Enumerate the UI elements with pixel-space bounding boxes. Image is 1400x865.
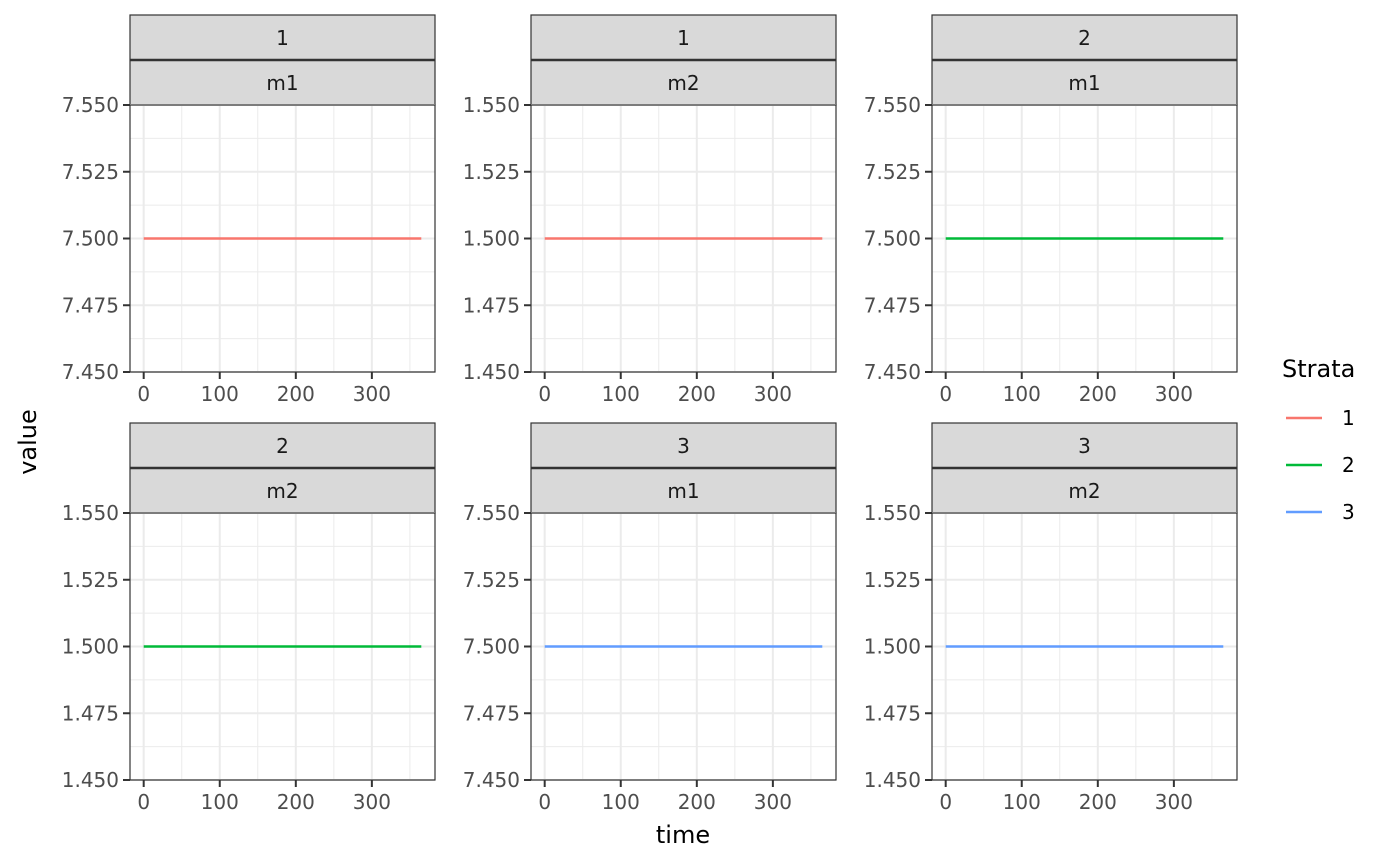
y-tick-label: 7.525	[864, 160, 921, 184]
y-tick-label: 1.450	[864, 768, 921, 792]
x-tick-label: 300	[754, 790, 792, 814]
y-tick-label: 1.450	[463, 360, 520, 384]
panel-border	[129, 512, 436, 781]
strip-label-measure: m1	[1068, 71, 1100, 95]
y-tick-label: 1.550	[62, 501, 119, 525]
x-tick-label: 0	[538, 382, 551, 406]
y-tick-label: 1.525	[864, 568, 921, 592]
x-tick-label: 0	[538, 790, 551, 814]
x-tick-label: 200	[678, 382, 716, 406]
strip-label-measure: m2	[266, 479, 298, 503]
x-tick-label: 100	[1003, 382, 1041, 406]
facet-panel: 1 m2 1.450 1.475 1.500 1.525 1.550 0 100 200 300	[463, 14, 837, 406]
y-tick-label: 7.525	[62, 160, 119, 184]
x-tick-label: 200	[277, 382, 315, 406]
strip-label-strata: 3	[1078, 434, 1091, 458]
strip-label-measure: m2	[667, 71, 699, 95]
x-tick-label: 300	[353, 382, 391, 406]
y-tick-label: 7.475	[463, 701, 520, 725]
x-tick-label: 100	[1003, 790, 1041, 814]
x-tick-label: 100	[602, 790, 640, 814]
y-tick-label: 1.475	[62, 701, 119, 725]
y-tick-label: 1.500	[62, 635, 119, 659]
legend: Strata 1 2 3	[1282, 355, 1355, 524]
x-tick-label: 200	[277, 790, 315, 814]
y-tick-label: 1.500	[463, 227, 520, 251]
x-tick-label: 0	[939, 790, 952, 814]
y-tick-label: 1.475	[463, 293, 520, 317]
facet-panel: 1 m1 7.450 7.475 7.500 7.525 7.550 0 100 200 300	[62, 14, 436, 406]
x-tick-label: 300	[1155, 382, 1193, 406]
panel-border	[129, 104, 436, 373]
x-tick-label: 0	[137, 382, 150, 406]
x-tick-label: 100	[602, 382, 640, 406]
x-tick-label: 300	[353, 790, 391, 814]
y-tick-label: 7.450	[463, 768, 520, 792]
facet-panel: 2 m2 1.450 1.475 1.500 1.525 1.550 0 100 200 300	[62, 422, 436, 814]
strip-label-strata: 1	[677, 26, 690, 50]
x-tick-label: 300	[1155, 790, 1193, 814]
x-tick-label: 300	[754, 382, 792, 406]
panel-border	[931, 104, 1238, 373]
strip-label-strata: 3	[677, 434, 690, 458]
x-tick-label: 200	[1079, 790, 1117, 814]
y-tick-label: 7.525	[463, 568, 520, 592]
strip-label-strata: 2	[1078, 26, 1091, 50]
y-tick-label: 1.525	[62, 568, 119, 592]
legend-label: 1	[1342, 406, 1355, 430]
y-axis-title: value	[14, 409, 42, 475]
legend-label: 2	[1342, 453, 1355, 477]
y-tick-label: 1.525	[463, 160, 520, 184]
panel-border	[530, 512, 837, 781]
x-tick-label: 0	[137, 790, 150, 814]
x-axis-title: time	[656, 821, 710, 849]
y-tick-label: 1.475	[864, 701, 921, 725]
strip-label-measure: m1	[266, 71, 298, 95]
y-tick-label: 1.550	[864, 501, 921, 525]
legend-title: Strata	[1282, 355, 1355, 383]
facet-panel: 3 m2 1.450 1.475 1.500 1.525 1.550 0 100 200 300	[864, 422, 1238, 814]
strip-label-measure: m1	[667, 479, 699, 503]
y-tick-label: 7.450	[864, 360, 921, 384]
strip-label-measure: m2	[1068, 479, 1100, 503]
panel-border	[530, 104, 837, 373]
y-tick-label: 1.550	[463, 93, 520, 117]
y-tick-label: 7.500	[864, 227, 921, 251]
facet-panel: 3 m1 7.450 7.475 7.500 7.525 7.550 0 100 200 300	[463, 422, 837, 814]
legend-label: 3	[1342, 500, 1355, 524]
x-tick-label: 200	[678, 790, 716, 814]
y-tick-label: 1.500	[864, 635, 921, 659]
y-tick-label: 7.450	[62, 360, 119, 384]
y-tick-label: 7.550	[62, 93, 119, 117]
strip-label-strata: 2	[276, 434, 289, 458]
strip-label-strata: 1	[276, 26, 289, 50]
facet-panel: 2 m1 7.450 7.475 7.500 7.525 7.550 0 100 200 300	[864, 14, 1238, 406]
x-tick-label: 200	[1079, 382, 1117, 406]
y-tick-label: 7.475	[864, 293, 921, 317]
y-tick-label: 7.550	[864, 93, 921, 117]
x-tick-label: 100	[201, 790, 239, 814]
y-tick-label: 7.550	[463, 501, 520, 525]
y-tick-label: 7.500	[62, 227, 119, 251]
y-tick-label: 7.500	[463, 635, 520, 659]
panel-border	[931, 512, 1238, 781]
x-tick-label: 0	[939, 382, 952, 406]
y-tick-label: 7.475	[62, 293, 119, 317]
x-tick-label: 100	[201, 382, 239, 406]
y-tick-label: 1.450	[62, 768, 119, 792]
